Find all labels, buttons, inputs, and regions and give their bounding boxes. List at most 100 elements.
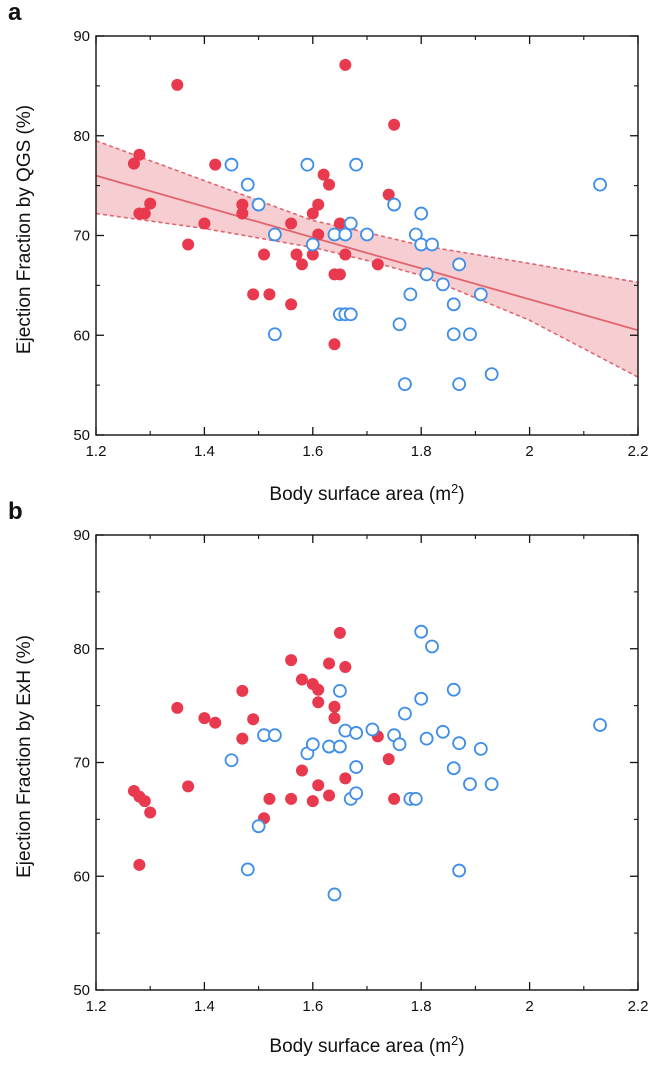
data-point-open [593,718,607,732]
data-point-filled [285,298,298,311]
data-point-filled [182,780,195,793]
data-point-filled [290,248,303,261]
data-point-open [300,157,315,172]
data-point-filled [312,696,325,709]
data-point-open [435,277,450,292]
data-point-filled [144,197,157,210]
data-point-filled [285,217,298,230]
y-tick-label: 60 [73,868,90,885]
data-point-filled [198,217,211,230]
data-point-filled [247,288,260,301]
data-point-open [463,777,477,792]
data-point-filled [171,701,184,714]
data-point-open [327,887,342,902]
data-point-open [435,724,450,739]
data-point-filled [339,660,352,673]
data-point-filled [339,772,352,785]
data-point-filled [333,217,346,230]
data-point-filled [333,268,346,281]
data-point-filled [371,258,384,271]
data-point-filled [236,684,249,697]
data-point-open [343,307,358,322]
data-point-filled [306,248,319,261]
x-tick-label: 2.2 [628,443,649,460]
data-point-filled [312,228,325,241]
data-point-open [403,287,418,302]
data-point-filled [323,789,336,802]
data-point-filled [236,207,249,220]
data-point-open [251,197,266,212]
data-point-open [473,287,488,302]
y-tick-label: 90 [73,28,90,45]
x-axis-label-text: Body surface area (m [269,484,451,505]
data-point-open [484,367,499,382]
data-point-open [224,753,239,768]
x-axis-label-tail: ) [458,1036,464,1057]
data-point-filled [382,188,395,201]
y-tick-label: 50 [73,427,90,444]
y-tick-label: 90 [73,527,90,544]
x-tick-label: 1.8 [411,998,432,1015]
data-point-filled [236,198,249,211]
x-axis-label-text: Body surface area (m [269,1036,451,1057]
panel-b: b 1.2 1.4 1.6 1.8 2 2.2 50 60 70 80 90 Body surface … [8,498,648,1057]
y-tick-label: 70 [73,228,90,245]
data-point-open [452,257,467,272]
data-point-filled [317,168,330,181]
data-point-open [446,327,461,342]
data-point-filled [306,795,319,808]
data-point-open [224,157,239,172]
panel-label: b [8,498,23,525]
data-point-open [419,267,434,282]
data-point-open [398,706,412,721]
x-tick-label: 1.2 [86,998,107,1015]
x-tick-label: 1.6 [302,443,323,460]
data-point-open [267,728,282,743]
panel-a: a 1.2 1.4 1.6 1.8 2 2.2 50 60 70 80 90 Body surface … [8,0,648,505]
x-axis-label-tail: ) [458,484,464,505]
data-point-filled [312,779,325,792]
data-point-open [338,227,353,242]
data-point-open [267,227,282,242]
data-point-filled [209,716,222,729]
data-point-open [343,216,358,231]
data-point-open [473,741,488,756]
data-point-filled [138,207,151,220]
panel-label: a [8,0,22,26]
data-point-filled [328,712,341,725]
data-point-open [452,377,467,392]
ci-upper-line [95,139,639,284]
data-point-open [240,177,255,192]
data-point-filled [171,78,184,91]
data-point-open [419,731,434,746]
data-point-filled [209,158,222,171]
data-point-open [349,726,364,740]
data-point-open [484,777,499,792]
data-point-open [425,237,439,252]
data-point-open [349,760,364,774]
data-point-filled [339,58,352,71]
data-point-open [452,863,467,878]
data-point-open [267,327,282,342]
data-point-filled [198,712,211,725]
data-point-filled [133,858,146,871]
y-axis-label: Ejection Fraction by ExH (%) [14,635,35,878]
y-tick-label: 80 [73,641,90,658]
x-tick-label: 2 [525,998,533,1015]
ci-lower-line [95,212,639,378]
data-point-filled [339,248,352,261]
data-point-filled [312,683,325,696]
data-point-filled [382,753,395,766]
x-axis-label: Body surface area (m2) [269,1033,464,1058]
data-point-filled [323,178,336,191]
data-point-open [414,691,429,706]
data-point-filled [312,198,325,211]
data-point-filled [138,795,151,808]
data-point-filled [127,157,140,170]
data-point-filled [263,792,276,805]
x-tick-label: 1.4 [194,443,215,460]
data-point-filled [144,806,157,819]
data-point-open [446,297,461,312]
